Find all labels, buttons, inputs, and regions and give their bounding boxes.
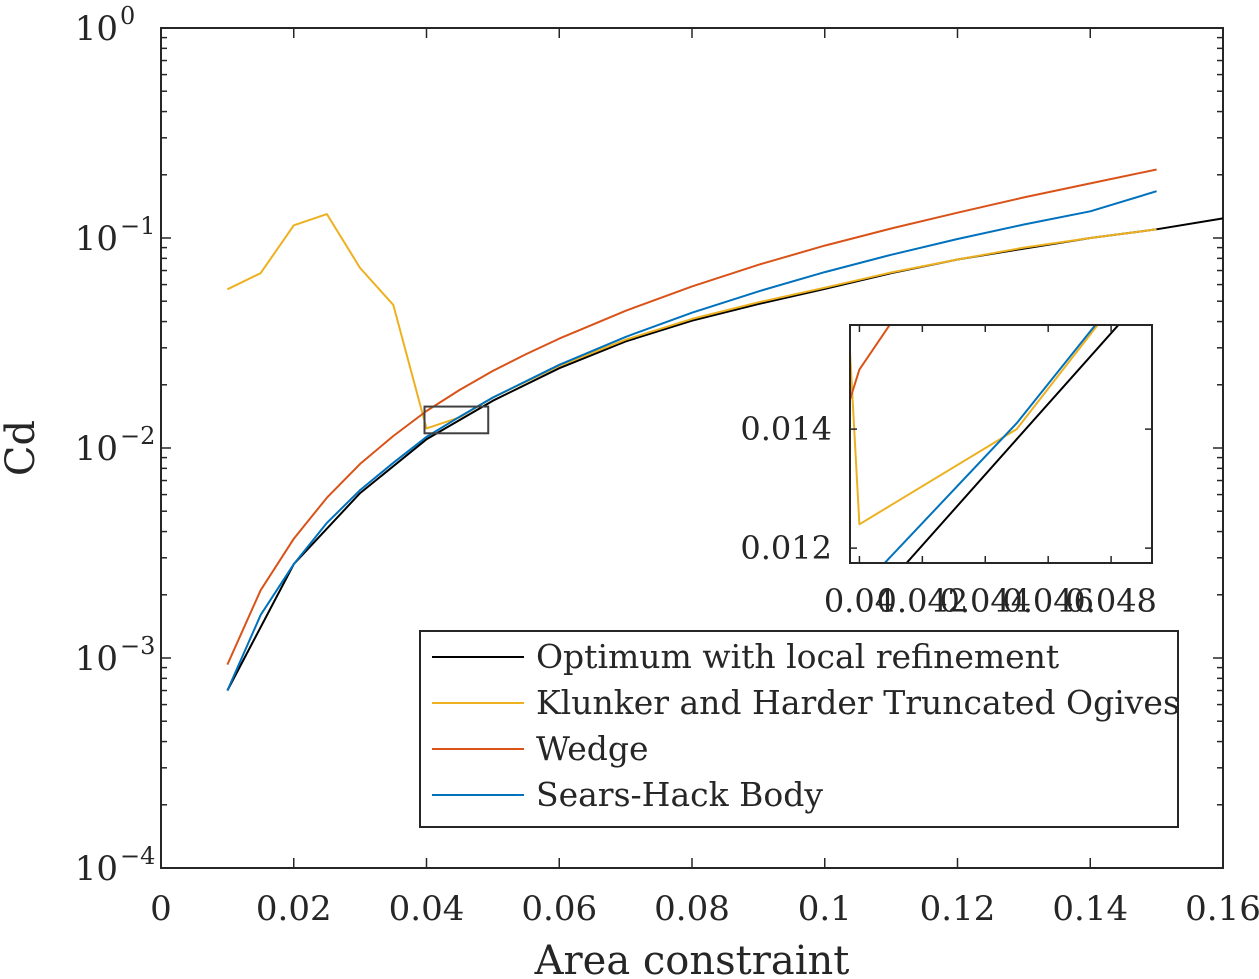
- x-tick-label: 0.02: [256, 889, 332, 929]
- y-tick-label: 10: [75, 9, 118, 49]
- y-tick-exponent: −3: [120, 632, 155, 660]
- y-axis-label: Cd: [0, 420, 44, 476]
- x-tick-label: 0.16: [1185, 889, 1259, 929]
- y-tick-label: 10: [75, 429, 118, 469]
- x-tick-labels: 0 0.02 0.04 0.06 0.08 0.1 0.12 0.14 0.16: [150, 889, 1259, 929]
- inset-series-lines: [850, 325, 1120, 563]
- inset-background: [850, 325, 1152, 563]
- inset-y-tick-label: 0.012: [740, 529, 832, 567]
- series-line: [226, 168, 1157, 666]
- inset-frame: [849, 324, 1153, 564]
- y-tick-exponent: −2: [120, 422, 155, 450]
- inset-x-tick-label: 0.04: [824, 582, 895, 620]
- inset-ticks: [850, 325, 1152, 563]
- x-tick-label: 0.14: [1052, 889, 1128, 929]
- x-tick-label: 0.04: [389, 889, 465, 929]
- series-line: [226, 190, 1157, 691]
- y-tick-exponent: 0: [120, 2, 135, 30]
- legend: Optimum with local refinement Klunker and…: [419, 630, 1180, 828]
- legend-label: Sears-Hack Body: [536, 775, 823, 814]
- inset-y-tick-label: 0.014: [740, 410, 832, 448]
- legend-label: Wedge: [536, 729, 649, 768]
- inset-x-tick-label: 0.046: [1002, 582, 1094, 620]
- inset-x-tick-label: 0.042: [877, 582, 969, 620]
- legend-label: Klunker and Harder Truncated Ogives: [536, 683, 1180, 722]
- x-tick-label: 0.1: [798, 889, 852, 929]
- legend-label: Optimum with local refinement: [536, 637, 1059, 676]
- y-tick-label: 10: [75, 219, 118, 259]
- legend-box: [419, 630, 1179, 828]
- zoom-region-box: [423, 405, 490, 435]
- y-tick-exponent: −4: [120, 842, 155, 870]
- x-axis-label: Area constraint: [534, 938, 850, 979]
- y-tick-label: 10: [75, 639, 118, 679]
- y-tick-exponent: −1: [120, 212, 155, 240]
- inset-x-tick-label: 0.048: [1065, 582, 1157, 620]
- inset-series-line: [850, 325, 1099, 526]
- x-tick-label: 0.06: [521, 889, 597, 929]
- inset-series-line: [883, 325, 1097, 563]
- inset-series-line: [850, 325, 891, 400]
- y-tick-label: 10: [75, 849, 118, 889]
- x-tick-label: 0.12: [920, 889, 996, 929]
- main-ticks: [160, 28, 1224, 869]
- legend-items: Optimum with local refinement Klunker and…: [432, 637, 1180, 814]
- x-tick-label: 0: [150, 889, 172, 929]
- main-series-lines: [226, 168, 1224, 691]
- inset-x-tick-label: 0.044: [939, 582, 1031, 620]
- inset-series-line: [905, 325, 1120, 563]
- x-tick-label: 0.08: [654, 889, 730, 929]
